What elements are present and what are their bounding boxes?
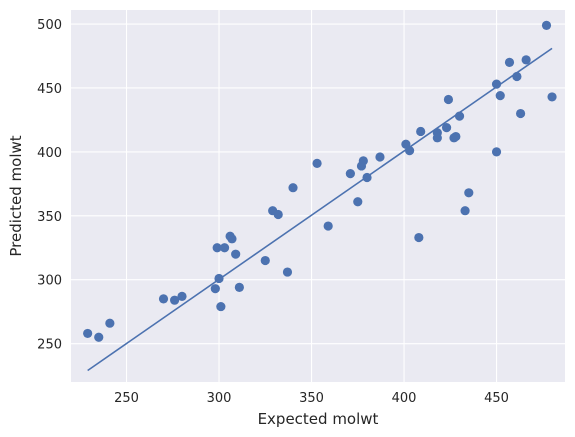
data-point: [216, 301, 226, 312]
x-tick-label: 250: [114, 391, 139, 406]
y-axis-label: Predicted molwt: [7, 135, 25, 256]
data-point: [432, 128, 442, 138]
data-point: [460, 206, 470, 216]
data-point: [288, 183, 298, 193]
data-point: [323, 221, 333, 231]
data-point: [404, 146, 415, 156]
data-point: [414, 232, 424, 243]
y-tick-label: 250: [37, 338, 62, 353]
fit-line: [87, 47, 553, 372]
data-point: [227, 234, 237, 244]
data-point: [83, 328, 93, 339]
data-point: [353, 197, 363, 207]
x-tick-label: 450: [484, 391, 509, 406]
data-point: [177, 291, 187, 301]
data-point: [210, 284, 220, 294]
data-point: [273, 209, 283, 220]
data-point: [260, 255, 270, 266]
data-point: [312, 158, 322, 169]
plot-area: [71, 10, 565, 382]
y-tick-label: 500: [37, 18, 62, 33]
data-point: [219, 243, 230, 253]
x-tick-label: 300: [207, 391, 232, 406]
y-tick-label: 300: [37, 274, 62, 289]
data-point: [214, 273, 224, 284]
data-point: [491, 79, 502, 89]
data-point: [358, 156, 368, 166]
data-point: [94, 332, 104, 342]
data-point: [451, 131, 461, 142]
fit-line-layer: [87, 47, 553, 372]
data-point: [515, 108, 526, 119]
y-tick-label: 400: [37, 146, 62, 161]
data-point: [512, 71, 522, 82]
data-point: [234, 282, 244, 293]
data-point: [345, 169, 355, 179]
data-point: [441, 123, 452, 133]
data-point: [105, 318, 115, 328]
data-point: [504, 57, 515, 68]
data-point: [547, 92, 557, 102]
data-point: [416, 126, 426, 137]
grid-lines: [71, 10, 565, 382]
data-point: [495, 91, 505, 101]
tick-labels: 250 300 350 400 450 250 300 350 400 450 500: [37, 18, 509, 406]
data-point: [521, 55, 531, 65]
x-axis-label: Expected molwt: [258, 410, 379, 428]
x-tick-label: 400: [392, 391, 417, 406]
y-tick-label: 450: [37, 82, 62, 97]
data-point: [464, 188, 474, 198]
data-point: [375, 152, 385, 162]
data-point: [282, 267, 293, 277]
data-point: [443, 94, 454, 105]
data-point: [454, 111, 465, 121]
data-point: [231, 249, 241, 259]
data-point: [491, 147, 502, 157]
data-point: [170, 295, 180, 305]
data-point: [362, 172, 372, 183]
x-tick-label: 350: [299, 391, 324, 406]
data-point: [541, 20, 552, 30]
data-point: [212, 243, 222, 253]
data-points: [83, 20, 557, 342]
data-point: [158, 294, 169, 304]
y-tick-label: 350: [37, 210, 62, 225]
